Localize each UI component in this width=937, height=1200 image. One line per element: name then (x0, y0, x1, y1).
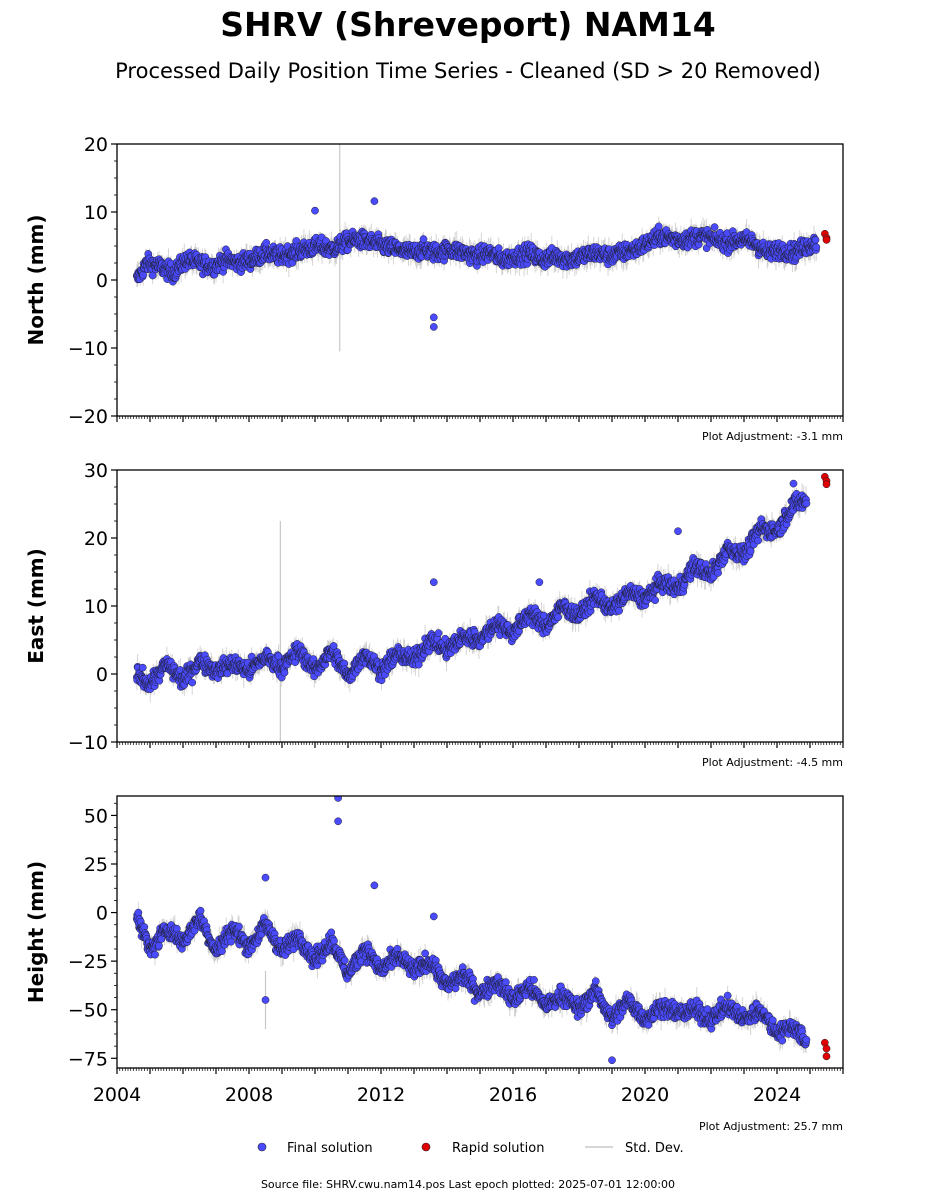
final-point (812, 243, 821, 252)
final-outlier-point (311, 206, 319, 215)
final-outlier-point (370, 197, 379, 205)
final-outlier-point (429, 323, 438, 331)
y-tick-label: 10 (84, 202, 108, 224)
final-point (148, 271, 157, 280)
final-point (710, 223, 719, 231)
final-point (554, 613, 562, 622)
plot-adjustment-note: Plot Adjustment: -3.1 mm (702, 430, 843, 443)
y-tick-label: 20 (84, 134, 108, 156)
y-axis-label: North (mm) (24, 214, 48, 345)
panels: −20 −10 0 10 20 North (mm) Plot Adjustment: -3… (24, 134, 844, 1133)
chart-title: SHRV (Shreveport) NAM14 (220, 5, 716, 44)
panel-0: −20 −10 0 10 20 North (mm) Plot Adjustment: -3… (24, 134, 844, 443)
final-point (280, 668, 289, 677)
plot-area-0 (132, 144, 831, 352)
final-point (188, 678, 197, 687)
final-point (274, 652, 283, 661)
rapid-point (822, 236, 831, 244)
final-point (811, 236, 820, 244)
axes-frame-0 (116, 143, 844, 417)
final-point (654, 222, 663, 231)
plot-area-1 (132, 472, 831, 742)
final-point (138, 663, 147, 672)
chart-subtitle: Processed Daily Position Time Series - C… (115, 59, 821, 83)
final-point (419, 235, 428, 243)
y-tick-label: 0 (96, 270, 108, 292)
final-point (262, 238, 271, 247)
final-point (615, 606, 623, 615)
y-tick-label: −10 (68, 338, 108, 360)
y-tick-label: −20 (68, 406, 108, 428)
final-point (434, 629, 443, 637)
final-outlier-point (429, 313, 438, 322)
